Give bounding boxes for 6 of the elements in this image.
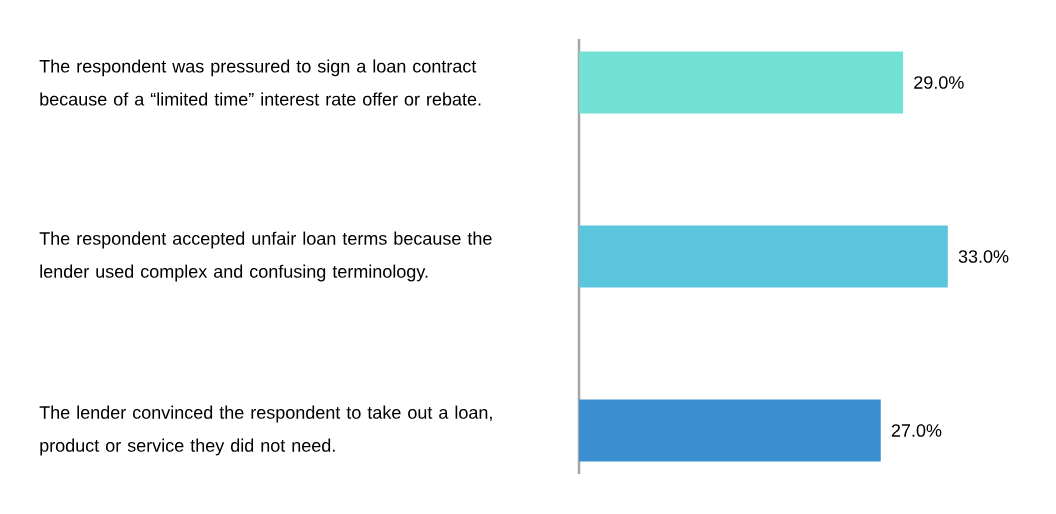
data-label: 27.0%: [891, 424, 942, 437]
y-tick-label: The respondent was pressured to sign a loan contract because of a “limited time” interest rate offer or rebate.: [39, 59, 481, 106]
y-tick-label: The lender convinced the respondent to take out a loan, product or service they did not need.: [39, 405, 492, 456]
data-label: 33.0%: [958, 250, 1009, 263]
data-label: 29.0%: [914, 76, 964, 89]
y-tick-label: The respondent accepted unfair loan terms because the lender used complex and confusing terminology.: [39, 231, 492, 282]
